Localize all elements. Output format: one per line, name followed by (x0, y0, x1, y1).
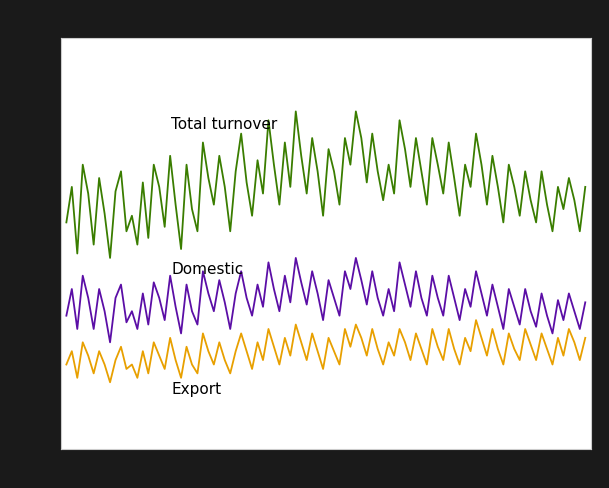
Text: Total turnover: Total turnover (171, 117, 278, 132)
Text: Domestic: Domestic (171, 261, 244, 276)
Text: Export: Export (171, 381, 221, 396)
